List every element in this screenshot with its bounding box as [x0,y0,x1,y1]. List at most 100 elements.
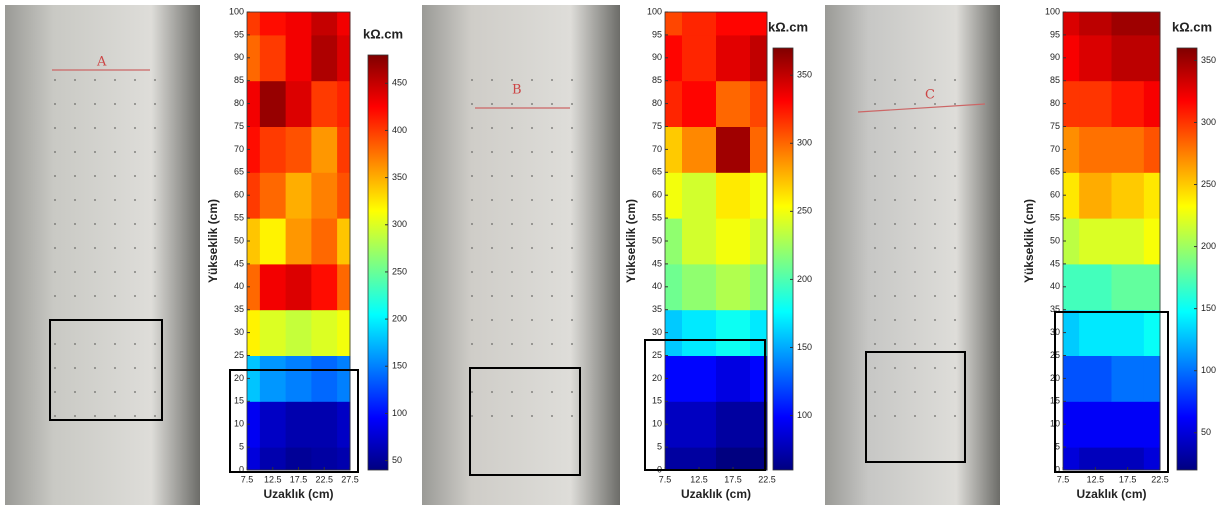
heat-cell [682,12,717,36]
heat-cell [1143,309,1161,356]
heat-cell [1079,218,1112,265]
heat-cell [285,12,312,36]
photo-dot [531,391,533,393]
photo-dot [134,271,136,273]
photo-dot [74,415,76,417]
heat-cell [716,80,751,127]
photo-dot [551,391,553,393]
photo-label: B [512,83,522,98]
photo-dot [114,151,116,153]
photo-dot [894,247,896,249]
photo-dot [491,343,493,345]
heat-cell [1111,126,1145,173]
heat-cell [1111,355,1145,402]
heat-cell [259,12,287,36]
colorbar-tick-label: 350 [797,70,812,80]
x-axis-label: Uzaklık (cm) [263,487,333,501]
photo-dot [94,151,96,153]
heat-cell [311,80,338,127]
y-tick-label: 30 [234,327,244,337]
heat-cell [1079,263,1112,311]
photo-dot [114,271,116,273]
colorbar-tick-label: 50 [392,455,402,465]
photo-dot [571,295,573,297]
heat-cell [1079,447,1112,471]
y-tick-label: 80 [234,98,244,108]
photo-dot [874,175,876,177]
photo-dot [54,271,56,273]
y-tick-label: 75 [1050,121,1060,131]
photo-dot [74,103,76,105]
photo-dot [551,127,553,129]
photo-dot [154,271,156,273]
colorbar-tick-label: 300 [392,219,407,229]
photo-dot [934,175,936,177]
photo-dot [531,175,533,177]
photo-dot [954,271,956,273]
photo-dot [471,223,473,225]
photo-dot [154,151,156,153]
photo-dot [571,127,573,129]
heat-cell [285,34,312,82]
photo-dot [934,103,936,105]
photo-dot [114,391,116,393]
x-tick-label: 17.5 [290,474,308,484]
heat-cell [1079,12,1112,36]
photo-dot [954,127,956,129]
colorbar-tick-label: 150 [392,361,407,371]
photo-dot [571,199,573,201]
colorbar-tick-label: 300 [1201,117,1216,127]
colorbar-tick-label: 450 [392,78,407,88]
x-tick-label: 7.5 [1057,474,1070,484]
heat-cell [311,263,338,311]
heat-cell [1063,126,1080,173]
y-tick-label: 60 [652,190,662,200]
heat-cell [285,355,312,402]
photo-dot [954,295,956,297]
photo-dot [54,367,56,369]
y-tick-label: 25 [652,350,662,360]
x-axis-label: Uzaklık (cm) [681,487,751,501]
photo-dot [551,223,553,225]
photo-dot [54,415,56,417]
photo-dot [914,319,916,321]
photo-dot [954,343,956,345]
colorbar-tick-label: 50 [1201,427,1211,437]
photo-dot [134,199,136,201]
photo-dot [491,223,493,225]
y-tick-label: 40 [1050,281,1060,291]
photo-dot [511,79,513,81]
photo-dot [154,199,156,201]
heat-cell [1079,401,1112,448]
photo-dot [571,271,573,273]
heat-cell [665,80,683,127]
photo-dot [114,223,116,225]
heat-cell [716,12,751,36]
heat-cell [285,263,312,311]
y-tick-label: 40 [234,281,244,291]
y-tick-label: 40 [652,281,662,291]
photo-dot [874,391,876,393]
heat-cell [311,309,338,356]
photo-dot [511,271,513,273]
heat-cell [259,263,287,311]
y-tick-label: 70 [1050,144,1060,154]
photo-dot [54,79,56,81]
colorbar-label: kΩ.cm [768,19,808,34]
photo-dot [551,151,553,153]
photo-dot [94,391,96,393]
heat-cell [1079,309,1112,356]
heat-cell [259,401,287,448]
photo-dot [154,103,156,105]
heat-cell [1111,80,1145,127]
colorbar-tick-label: 100 [1201,365,1216,375]
photo-dot [954,151,956,153]
photo-dot [74,391,76,393]
photo-dot [54,151,56,153]
y-tick-label: 75 [234,121,244,131]
photo-dot [531,223,533,225]
photo-dot [954,319,956,321]
heat-cell [665,172,683,219]
photo-dot [54,199,56,201]
y-tick-label: 90 [1050,52,1060,62]
